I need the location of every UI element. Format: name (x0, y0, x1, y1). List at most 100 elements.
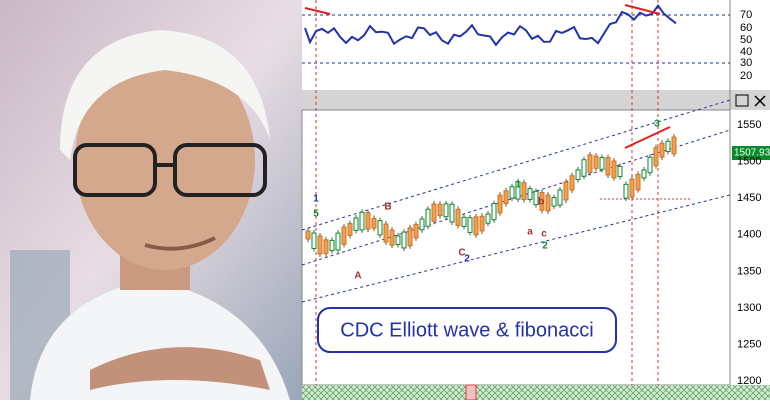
candle (647, 156, 653, 174)
bottom-strip (302, 385, 770, 400)
wave-label: 3 (654, 119, 660, 130)
candle (593, 155, 599, 169)
price-label: 1507.93 (734, 148, 770, 159)
candle (599, 156, 605, 170)
candle (515, 181, 521, 200)
channel-line (301, 99, 731, 231)
candle (335, 232, 341, 251)
wave-label: 2 (542, 241, 548, 252)
candle (443, 203, 449, 218)
wave-label: A (354, 271, 361, 282)
candle (557, 189, 563, 206)
wave-label: a (527, 227, 533, 238)
candle (431, 203, 437, 222)
candle (467, 217, 473, 233)
candle (365, 212, 371, 230)
panel-title-bar (302, 90, 770, 110)
wave-label: 1 (515, 180, 521, 191)
candle (389, 229, 395, 246)
candle (347, 223, 353, 236)
rsi-line (304, 4, 677, 47)
candle (551, 197, 557, 207)
wave-label: c (541, 229, 547, 240)
rsi-tick-label: 40 (740, 46, 752, 58)
candle (527, 188, 533, 200)
candle (407, 227, 413, 247)
candle (605, 156, 611, 176)
rsi-panel (302, 0, 730, 90)
maximize-button[interactable] (735, 94, 749, 107)
candle (497, 194, 503, 214)
candle (341, 226, 347, 245)
wave-label: 2 (464, 254, 470, 265)
scroll-marker[interactable] (465, 384, 477, 401)
candle (539, 191, 545, 211)
candle (665, 140, 671, 153)
candle (503, 190, 509, 205)
candle (617, 165, 623, 178)
channel-line (301, 194, 731, 303)
price-tick-label: 1200 (737, 375, 761, 387)
candle (509, 186, 515, 199)
candle (425, 208, 431, 227)
trend-arrow (304, 7, 331, 15)
candle (479, 215, 485, 232)
price-tick-label: 1300 (737, 302, 761, 314)
candle (413, 224, 419, 239)
candle (545, 194, 551, 212)
candle (653, 147, 659, 167)
candle (395, 235, 401, 245)
wave-label: b (538, 197, 544, 208)
price-tick-label: 1350 (737, 265, 761, 277)
photo (0, 0, 302, 400)
candle (611, 160, 617, 179)
candle (401, 231, 407, 249)
candle (635, 173, 641, 191)
rsi-tick-label: 20 (740, 70, 752, 82)
candle (659, 142, 665, 158)
candle (305, 230, 311, 240)
candle (473, 216, 479, 236)
rsi-tick-label: 70 (740, 9, 752, 21)
candle (359, 211, 365, 231)
candle (377, 220, 383, 236)
price-label-box (732, 146, 770, 160)
candle (317, 235, 323, 255)
candle (575, 169, 581, 181)
candle (521, 182, 527, 201)
price-tick-label: 1400 (737, 229, 761, 241)
wave-label: 1 (313, 194, 319, 205)
banner-box (317, 307, 617, 353)
candle (587, 154, 593, 173)
candle (311, 232, 317, 249)
candle (437, 203, 443, 217)
candle (491, 203, 497, 221)
candle (353, 217, 359, 231)
candle (383, 223, 389, 243)
trend-arrow (624, 126, 671, 149)
candle (419, 218, 425, 231)
trend-arrow (624, 4, 661, 15)
rsi-tick-label: 60 (740, 22, 752, 34)
candle (641, 169, 647, 179)
candle (329, 239, 335, 252)
candle (533, 190, 539, 206)
banner-text: CDC Elliott wave & fibonacci (340, 319, 593, 341)
candle (671, 136, 677, 155)
close-button[interactable] (754, 95, 766, 107)
candle (563, 181, 569, 201)
candle (449, 203, 455, 223)
wave-label: 5 (313, 209, 319, 220)
candle (371, 217, 377, 229)
candle (455, 208, 461, 226)
wave-label: B (384, 202, 391, 213)
candle (569, 175, 575, 191)
candle (623, 183, 629, 199)
wave-label: C (458, 248, 465, 259)
price-tick-label: 1250 (737, 339, 761, 351)
candle (485, 213, 491, 224)
price-tick-label: 1500 (737, 156, 761, 168)
rsi-tick-label: 30 (740, 57, 752, 69)
price-tick-label: 1550 (737, 119, 761, 131)
